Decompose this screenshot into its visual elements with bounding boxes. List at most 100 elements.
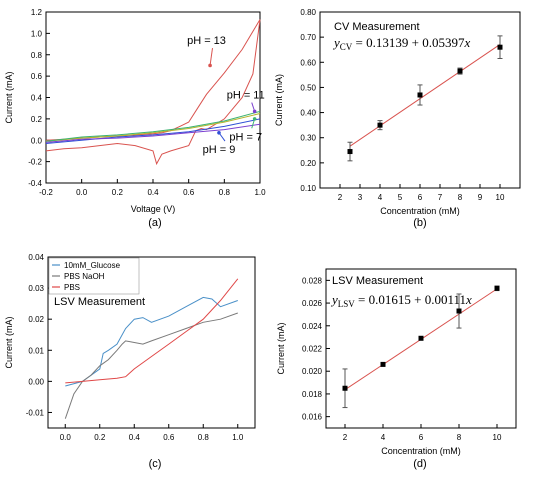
panel-label: (a) [148,217,161,229]
equation-y: y [330,292,338,307]
x-axis-label: Concentration (mM) [380,206,460,216]
x-tick-label: 2 [343,433,348,442]
series-line-3 [45,118,261,144]
x-tick-label: 0.8 [219,188,231,197]
x-tick-label: 10 [493,433,502,442]
chart-title: LSV Measurement [332,275,423,287]
legend-entry: PBS NaOH [64,272,105,281]
y-tick-label: 0.024 [302,322,323,331]
series-line-0 [45,19,261,166]
fit-equation: yCV = 0.13139 + 0.05397x [332,35,470,52]
chart-panel-b: 2 3 4 5 6 7 8 9 10 0.10 0.20 0.30 0.40 0.50 0.60 0.70 0.… [274,8,521,229]
y-tick-label: 0.03 [28,284,44,293]
y-axis-label: Current (mA) [276,322,286,374]
x-tick-label: 0.6 [163,433,175,442]
data-point [494,285,500,291]
plot-frame [47,256,256,429]
x-tick-label: 6 [419,433,424,442]
y-tick-label: 0.022 [302,345,323,354]
equation-x: x [465,292,472,307]
y-tick-label: 0.70 [300,33,316,42]
x-tick-label: 3 [358,193,363,202]
data-point [457,68,463,74]
annotation-arrowhead [217,130,221,135]
y-tick-label: 0.016 [302,413,323,422]
x-tick-label: 2 [338,193,343,202]
chart-panel-c: 0.0 0.2 0.4 0.6 0.8 1.0 -0.01 0.00 0.01 0.02 0.03 0… [4,253,256,470]
chart-panel-a: -0.2 0.0 0.2 0.4 0.6 0.8 1.0-0.4-0.20.00.20.40… [4,8,266,229]
x-tick-label: 4 [381,433,386,442]
x-tick-label: 6 [418,193,423,202]
x-tick-label: 1.0 [232,433,244,442]
y-tick-label: -0.4 [28,179,42,188]
y-tick-label: 1.0 [31,29,43,38]
data-point [377,122,383,128]
x-tick-label: 0.0 [60,433,72,442]
x-tick-label: 0.0 [76,188,88,197]
y-tick-label: 0.04 [28,253,44,262]
equation-subscript: CV [340,42,353,52]
series-line-pbs [65,278,239,384]
x-tick-label: 0.8 [198,433,210,442]
y-tick-label: 0.028 [302,276,323,285]
data-point [380,361,386,367]
y-tick-label: 0.0 [31,136,43,145]
x-tick-label: 4 [378,193,383,202]
y-tick-label: 0.2 [31,115,43,124]
chart-title: LSV Measurement [54,296,145,308]
legend-box [48,257,140,295]
y-tick-label: 0.4 [31,94,43,103]
legend: 10mM_Glucose PBS NaOH PBS [48,257,140,295]
y-tick-label: 0.40 [300,109,316,118]
chart-panel-d: 2 4 6 8 10 0.016 0.018 0.020 0.022 0.024 0.026 0.02… [276,268,517,470]
x-axis-label: Voltage (V) [131,204,176,214]
x-axis-label: Concentration (mM) [381,446,461,456]
y-tick-label: 0.30 [300,134,316,143]
equation-x: x [463,35,470,50]
x-tick-label: 0.4 [147,188,159,197]
y-tick-label: 0.50 [300,83,316,92]
y-tick-label: 0.80 [300,8,316,17]
series-line-10mm-glucose [65,296,238,387]
x-tick-label: 0.4 [129,433,141,442]
legend-entry: 10mM_Glucose [64,261,121,270]
ph-annotation: pH = 11 [227,90,265,102]
panel-label: (b) [413,217,426,229]
y-tick-label: 1.2 [31,8,43,17]
equation-y: y [332,35,340,50]
y-tick-label: 0.10 [300,184,316,193]
y-axis-label: Current (mA) [274,74,284,126]
equation-subscript: LSV [338,299,356,309]
y-axis-label: Current (mA) [4,71,14,123]
ph-annotation: pH = 9 [203,144,236,156]
series-line-2 [45,110,261,142]
x-tick-label: 8 [457,433,462,442]
y-tick-label: 0.8 [31,51,43,60]
x-tick-label: -0.2 [39,188,53,197]
annotation-arrowhead [208,63,212,68]
y-tick-label: 0.026 [302,299,323,308]
series-line-4 [45,123,261,143]
panel-label: (c) [149,458,162,470]
data-point [497,44,503,50]
legend-entry: PBS [64,283,80,292]
x-tick-label: 7 [438,193,443,202]
y-tick-label: -0.01 [26,408,45,417]
data-point [347,149,353,155]
x-tick-label: 0.2 [112,188,124,197]
fit-equation: yLSV = 0.01615 + 0.00111x [330,292,472,309]
equation-rhs: = 0.01615 + 0.00111 [355,292,466,307]
data-point [417,92,423,98]
x-tick-label: 0.2 [94,433,106,442]
y-axis-label: Current (mA) [4,316,14,368]
data-point [418,335,424,341]
fit-line [349,43,501,147]
ph-annotation: pH = 13 [187,35,226,47]
annotation-arrowhead [252,117,257,121]
y-tick-label: 0.00 [28,377,44,386]
data-point [342,385,348,391]
x-tick-label: 9 [478,193,483,202]
equation-rhs: = 0.13139 + 0.05397 [352,35,465,50]
x-tick-label: 0.6 [183,188,195,197]
